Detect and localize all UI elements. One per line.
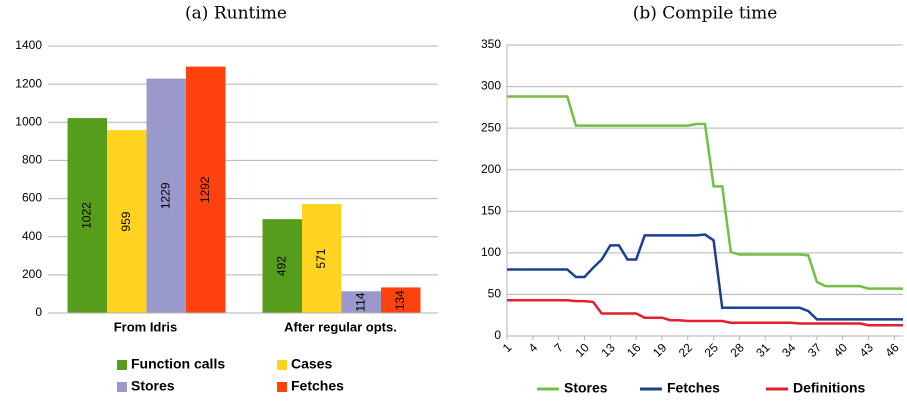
chart-title: (a) Runtime xyxy=(185,4,287,24)
value-label: 1229 xyxy=(158,182,172,209)
x-tick-label: 10 xyxy=(572,340,592,360)
chart-title: (b) Compile time xyxy=(633,4,778,24)
x-tick-label: After regular opts. xyxy=(284,319,397,334)
legend-label: Function calls xyxy=(131,356,225,372)
value-label: 959 xyxy=(119,211,133,231)
value-label: 1292 xyxy=(198,176,212,203)
bar xyxy=(381,287,421,313)
line xyxy=(507,298,903,327)
x-tick-label: 46 xyxy=(882,340,902,360)
value-label: 571 xyxy=(314,248,328,268)
value-label: 134 xyxy=(393,290,407,310)
legend-swatch xyxy=(277,360,287,370)
y-tick-label: 200 xyxy=(22,267,42,281)
bar xyxy=(262,219,302,313)
x-tick-label: 37 xyxy=(805,340,825,360)
y-tick-label: 1200 xyxy=(15,76,42,90)
legend-swatch xyxy=(117,360,127,370)
x-tick-label: 19 xyxy=(650,340,670,360)
y-tick-label: 0 xyxy=(35,305,42,319)
y-tick-label: 0 xyxy=(494,328,501,342)
legend-label: Stores xyxy=(131,378,175,394)
y-tick-label: 350 xyxy=(481,37,501,51)
y-tick-label: 800 xyxy=(22,153,42,167)
x-tick-label: 34 xyxy=(779,340,799,360)
x-tick-label: 7 xyxy=(551,340,566,355)
legend-label: Fetches xyxy=(667,380,720,396)
x-tick-label: 16 xyxy=(624,340,644,360)
y-tick-label: 600 xyxy=(22,191,42,205)
y-tick-label: 150 xyxy=(481,203,501,217)
bar xyxy=(186,66,226,314)
x-tick-label: 43 xyxy=(857,340,877,360)
bar xyxy=(67,118,107,313)
x-tick-label: 40 xyxy=(831,340,851,360)
x-tick-label: 13 xyxy=(598,340,618,360)
y-tick-label: 300 xyxy=(481,79,501,93)
bar xyxy=(146,78,186,313)
value-label: 492 xyxy=(274,256,288,276)
line xyxy=(507,95,903,290)
line xyxy=(507,233,903,321)
y-tick-label: 400 xyxy=(22,229,42,243)
y-tick-label: 1400 xyxy=(15,38,42,52)
x-tick-label: 22 xyxy=(676,340,696,360)
bar xyxy=(341,291,381,313)
x-tick-label: 25 xyxy=(702,340,722,360)
value-label: 1022 xyxy=(79,202,93,229)
y-tick-label: 1000 xyxy=(15,114,42,128)
x-tick-label: From Idris xyxy=(114,319,178,334)
legend-label: Fetches xyxy=(291,378,344,394)
y-tick-label: 200 xyxy=(481,162,501,176)
legend-label: Cases xyxy=(291,356,332,372)
y-tick-label: 100 xyxy=(481,245,501,259)
x-tick-label: 4 xyxy=(526,340,541,355)
legend-label: Stores xyxy=(564,380,608,396)
x-tick-label: 1 xyxy=(500,340,515,355)
legend-swatch xyxy=(277,382,287,392)
x-tick-label: 31 xyxy=(753,340,773,360)
bar xyxy=(302,204,342,313)
legend-swatch xyxy=(117,382,127,392)
y-tick-label: 50 xyxy=(488,287,502,301)
y-tick-label: 250 xyxy=(481,120,501,134)
value-label: 114 xyxy=(353,292,367,311)
bar xyxy=(107,130,147,313)
legend-label: Definitions xyxy=(793,380,866,396)
x-tick-label: 28 xyxy=(727,340,747,360)
